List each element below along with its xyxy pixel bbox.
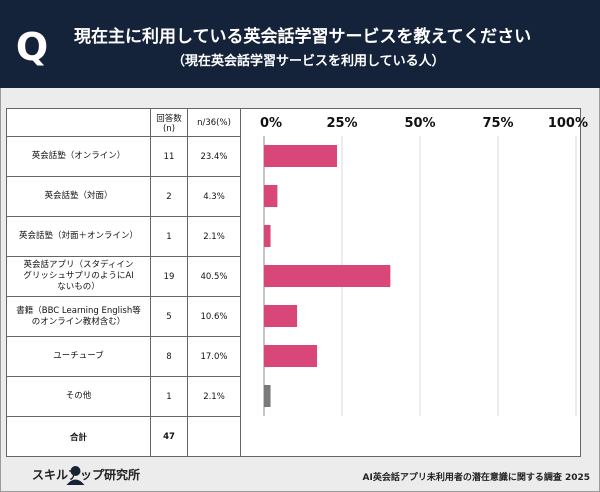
footer-brand: スキルアップ研究所 xyxy=(32,468,141,482)
svg-text:Q: Q xyxy=(16,25,48,68)
category-label: 書籍（BBC Learning English等 のオンライン教材含む） xyxy=(6,296,151,337)
header-banner: Q 現在主に利用している英会話学習サービスを教えてください （現在英会話学習サー… xyxy=(0,0,600,88)
percent-cell: 2.1% xyxy=(187,216,241,257)
total-empty-cell xyxy=(187,416,241,457)
count-cell: 5 xyxy=(150,296,188,337)
brand-logo-icon xyxy=(66,466,85,485)
bar xyxy=(264,185,278,207)
percent-cell: 10.6% xyxy=(187,296,241,337)
category-label: 英会話アプリ（スタディイン グリッシュサプリのようにAI ないもの） xyxy=(6,256,151,297)
count-cell: 19 xyxy=(150,256,188,297)
count-cell: 1 xyxy=(150,376,188,417)
count-cell: 8 xyxy=(150,336,188,377)
column-header-count: 回答数(n) xyxy=(150,108,188,137)
bar xyxy=(264,385,271,407)
table-row: ユーチューブ 8 17.0% xyxy=(6,336,581,377)
x-tick-label: 75% xyxy=(482,116,513,131)
question-title: 現在主に利用している英会話学習サービスを教えてください xyxy=(74,27,532,47)
count-cell: 1 xyxy=(150,216,188,257)
table-row: 書籍（BBC Learning English等 のオンライン教材含む） 5 1… xyxy=(6,296,581,337)
bar xyxy=(264,265,391,287)
header-empty-cell xyxy=(6,108,151,137)
bar xyxy=(264,145,338,167)
question-subtitle: （現在英会話学習サービスを利用している人） xyxy=(172,54,445,69)
count-cell: 2 xyxy=(150,176,188,217)
total-label: 合計 xyxy=(6,416,151,457)
category-label: ユーチューブ xyxy=(6,336,151,377)
footer-note: AI英会話アプリ未利用者の潜在意識に関する調査 2025 xyxy=(362,473,591,483)
total-row: 合計 47 xyxy=(6,416,581,457)
category-label: 英会話塾（対面） xyxy=(6,176,151,217)
bar-chart: 0% 25% 50% 75% 100% xyxy=(260,116,588,416)
category-label: その他 xyxy=(6,376,151,417)
x-tick-label: 0% xyxy=(260,116,282,131)
table-row: 英会話塾（対面） 2 4.3% xyxy=(6,176,581,217)
x-tick-label: 100% xyxy=(548,116,588,131)
q-icon: Q xyxy=(16,25,48,68)
bar xyxy=(264,345,318,367)
percent-cell: 4.3% xyxy=(187,176,241,217)
bar xyxy=(264,305,298,327)
table-row: 英会話塾（対面＋オンライン） 1 2.1% xyxy=(6,216,581,257)
count-cell: 11 xyxy=(150,136,188,177)
percent-cell: 17.0% xyxy=(187,336,241,377)
category-label: 英会話塾（対面＋オンライン） xyxy=(6,216,151,257)
percent-cell: 40.5% xyxy=(187,256,241,297)
column-header-percent: n/36(%) xyxy=(187,108,241,137)
percent-cell: 2.1% xyxy=(187,376,241,417)
table-row: 英会話アプリ（スタディイン グリッシュサプリのようにAI ないもの） 19 40… xyxy=(6,256,581,297)
percent-cell: 23.4% xyxy=(187,136,241,177)
category-label: 英会話塾（オンライン） xyxy=(6,136,151,177)
total-count: 47 xyxy=(150,416,188,457)
x-tick-label: 25% xyxy=(326,116,357,131)
x-tick-label: 50% xyxy=(404,116,435,131)
bar xyxy=(264,225,271,247)
